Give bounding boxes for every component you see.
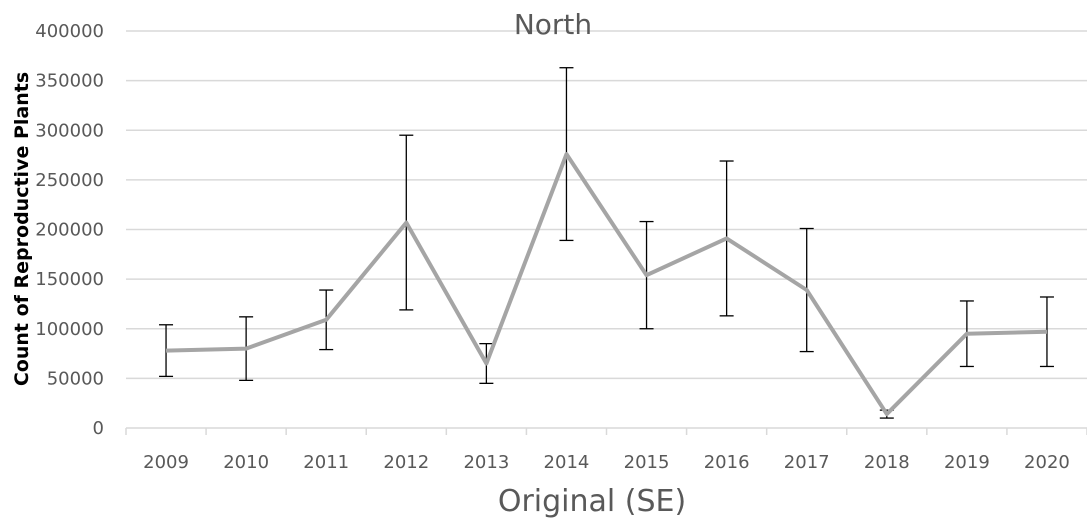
series-line <box>165 152 1048 417</box>
y-tick-label: 300000 <box>35 120 104 141</box>
y-axis-title: Count of Reproductive Plants <box>11 72 33 386</box>
x-tick-label: 2013 <box>463 452 509 473</box>
x-tick-label: 2019 <box>944 452 990 473</box>
x-tick-label: 2020 <box>1024 452 1070 473</box>
x-tick-label: 2009 <box>143 452 189 473</box>
y-tick-label: 150000 <box>35 269 104 290</box>
x-tick-label: 2017 <box>784 452 830 473</box>
y-tick-label: 100000 <box>35 319 104 340</box>
x-axis-tick-marks <box>125 428 1087 435</box>
x-tick-label: 2010 <box>223 452 269 473</box>
y-tick-label: 0 <box>93 418 104 439</box>
x-tick-label: 2011 <box>303 452 349 473</box>
y-tick-label: 200000 <box>35 220 104 241</box>
gridlines <box>126 30 1087 380</box>
x-tick-label: 2015 <box>624 452 670 473</box>
x-axis-tick-labels: 2009 2010 2011 2012 2013 2014 2015 2016 2017 2018… <box>143 452 1070 473</box>
y-tick-label: 50000 <box>47 368 104 389</box>
x-tick-label: 2018 <box>864 452 910 473</box>
x-tick-label: 2012 <box>383 452 429 473</box>
y-tick-label: 400000 <box>35 21 104 42</box>
x-axis-title: Original (SE) <box>498 484 686 519</box>
error-bars <box>159 67 1054 419</box>
chart-title: North <box>514 8 592 41</box>
y-tick-label: 350000 <box>35 71 104 92</box>
y-axis-tick-labels: 0 50000 100000 150000 200000 250000 300000 3500… <box>35 21 104 439</box>
x-tick-label: 2016 <box>704 452 750 473</box>
x-tick-label: 2014 <box>544 452 590 473</box>
y-tick-label: 250000 <box>35 170 104 191</box>
